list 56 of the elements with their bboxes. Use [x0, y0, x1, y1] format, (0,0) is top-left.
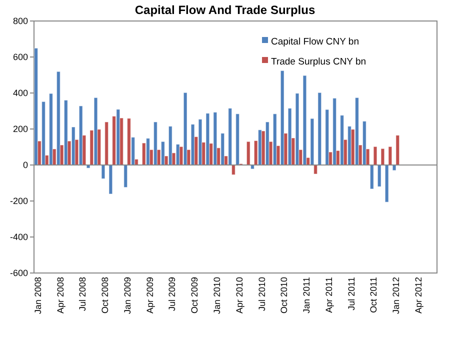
y-tick-label: 0	[22, 160, 28, 170]
x-tick-label: Apr 2010	[234, 277, 244, 314]
legend-label: Capital Flow CNY bn	[271, 36, 360, 48]
y-tick-label: -400	[10, 232, 28, 242]
bar	[325, 109, 330, 166]
bar	[42, 101, 46, 166]
y-tick-label: 600	[12, 52, 28, 62]
bar	[302, 75, 307, 166]
bar	[168, 126, 172, 166]
x-tick-label: Oct 2008	[100, 277, 110, 314]
x-tick-label: Apr 2009	[144, 277, 155, 314]
bar	[220, 133, 225, 166]
bar	[34, 48, 38, 166]
bar	[362, 120, 366, 166]
x-tick-label: Jan 2009	[122, 277, 132, 314]
bar	[295, 93, 300, 166]
chart-title: Capital Flow And Trade Surplus	[134, 3, 316, 17]
bar	[153, 122, 158, 166]
bar	[332, 98, 337, 166]
x-tick-label: Oct 2010	[279, 277, 290, 314]
x-tick-label: Jul 2010	[256, 277, 267, 312]
legend-label: Trade Surplus CNY bn	[271, 56, 366, 68]
y-tick-label: 800	[12, 16, 28, 26]
bar	[64, 100, 68, 166]
x-tick-label: Jul 2011	[346, 277, 356, 310]
x-tick-label: Oct 2009	[190, 277, 200, 314]
bar	[206, 113, 210, 166]
bar	[272, 114, 277, 166]
bar	[354, 97, 359, 166]
x-tick-label: Jul 2009	[167, 277, 178, 312]
bar	[318, 92, 322, 166]
bar	[280, 70, 284, 166]
y-tick-label: 200	[12, 124, 28, 134]
y-tick-label: 400	[12, 88, 28, 98]
x-tick-label: Jan 2008	[32, 277, 43, 314]
bar	[246, 141, 250, 166]
y-tick-label: -600	[10, 268, 28, 278]
x-tick-label: Apr 2011	[324, 277, 334, 313]
bar	[160, 141, 165, 166]
x-tick-label: Apr 2012	[413, 277, 424, 314]
bar	[265, 122, 270, 166]
x-tick-label: Jan 2012	[391, 277, 402, 314]
bar	[198, 118, 202, 166]
x-tick-label: Oct 2011	[368, 277, 379, 313]
x-tick-label: Jul 2008	[78, 277, 88, 312]
bar	[236, 114, 240, 166]
bar	[49, 93, 53, 166]
y-tick-label: -200	[10, 196, 28, 206]
x-tick-label: Jan 2011	[302, 277, 312, 314]
x-tick-label: Apr 2008	[55, 277, 66, 314]
bar	[146, 138, 150, 166]
bar	[183, 92, 188, 166]
bar	[213, 112, 218, 166]
x-tick-label: Jan 2010	[212, 277, 222, 314]
bar	[340, 115, 344, 166]
bar	[56, 71, 60, 166]
